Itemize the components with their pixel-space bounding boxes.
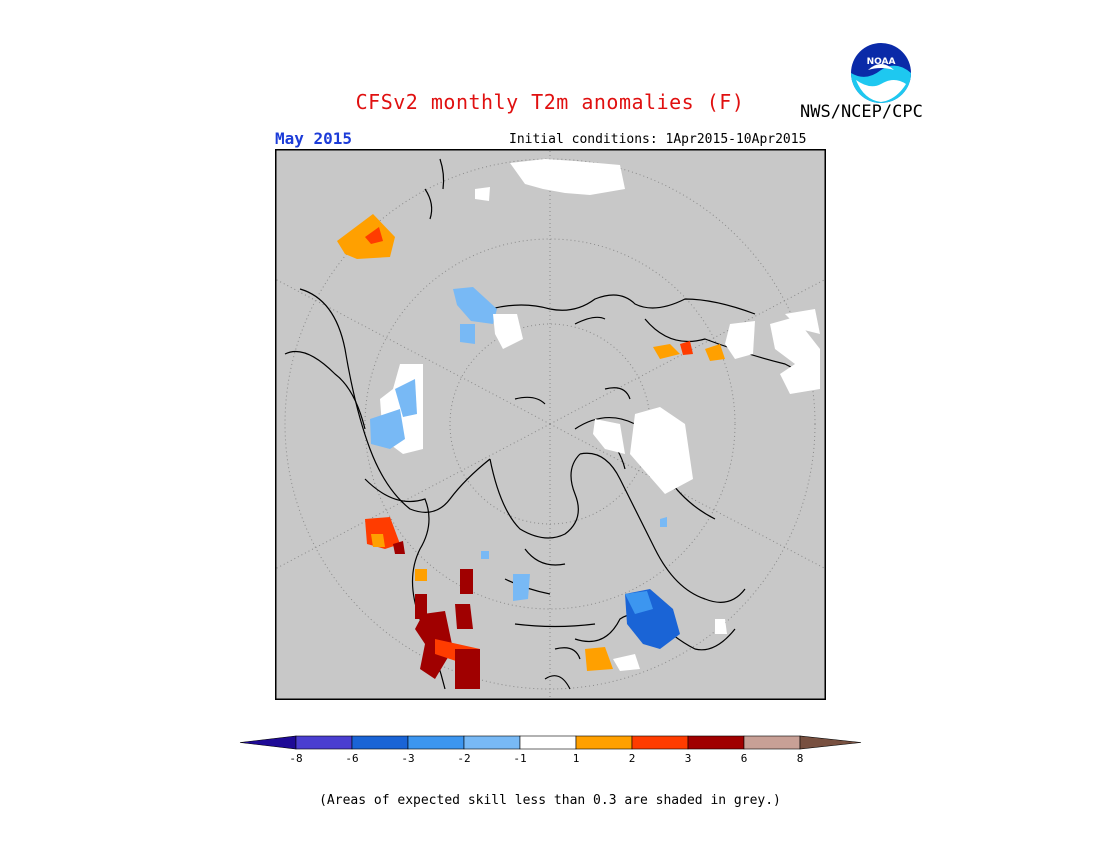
polar-map bbox=[275, 149, 826, 700]
map-border bbox=[275, 149, 826, 700]
legend-bin-0 bbox=[239, 735, 297, 750]
legend-tick-label: -8 bbox=[289, 752, 302, 765]
legend-labels: -8 -6 -3 -2 -1 1 2 3 6 8 bbox=[289, 752, 803, 765]
legend-bin-1 bbox=[295, 735, 353, 750]
legend-tick-label: 6 bbox=[741, 752, 748, 765]
legend-bins bbox=[239, 735, 862, 750]
legend-tick-label: -1 bbox=[513, 752, 526, 765]
legend-tick-label: 3 bbox=[685, 752, 692, 765]
legend-tick-label: -6 bbox=[345, 752, 358, 765]
legend-bin-6 bbox=[575, 735, 633, 750]
legend-tick-label: 1 bbox=[573, 752, 580, 765]
legend-tick-label: -3 bbox=[401, 752, 414, 765]
initial-conditions: Initial conditions: 1Apr2015-10Apr2015 bbox=[509, 132, 807, 147]
legend-bin-2 bbox=[351, 735, 409, 750]
legend-tick-label: 2 bbox=[629, 752, 636, 765]
color-legend: -8 -6 -3 -2 -1 1 2 3 6 8 bbox=[239, 735, 862, 765]
skill-footnote: (Areas of expected skill less than 0.3 a… bbox=[319, 793, 781, 808]
noaa-logo: NOAA bbox=[849, 41, 913, 105]
legend-tick-label: 8 bbox=[797, 752, 804, 765]
anomaly-regions bbox=[337, 159, 820, 689]
forecast-period: May 2015 bbox=[275, 129, 353, 148]
legend-bin-3 bbox=[407, 735, 465, 750]
agency-label: NWS/NCEP/CPC bbox=[800, 102, 923, 122]
legend-bin-8 bbox=[687, 735, 745, 750]
legend-bin-10 bbox=[799, 735, 862, 750]
legend-bin-9 bbox=[743, 735, 801, 750]
legend-tick-label: -2 bbox=[457, 752, 470, 765]
logo-text: NOAA bbox=[867, 57, 896, 67]
legend-bin-5 bbox=[519, 735, 577, 750]
chart-title: CFSv2 monthly T2m anomalies (F) bbox=[355, 90, 745, 114]
legend-bin-4 bbox=[463, 735, 521, 750]
legend-bin-7 bbox=[631, 735, 689, 750]
